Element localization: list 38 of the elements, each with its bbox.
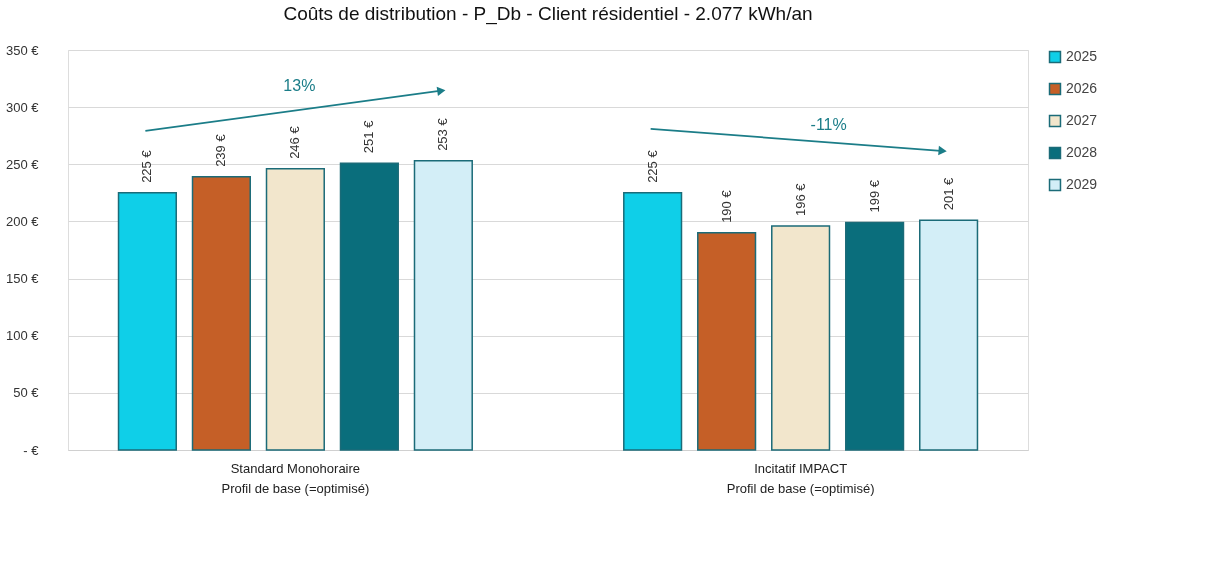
data-label: 246 € [287,125,303,159]
data-label: 225 € [139,149,155,183]
y-tick-label: 350 € [5,42,40,58]
x-tick-label: Standard Monohoraire Profil de base (=optimisé) [221,460,370,496]
data-label: 239 € [213,133,229,167]
data-label: 196 € [792,182,808,216]
bar [265,168,325,451]
bar [845,221,905,451]
y-tick-label: - € [23,442,40,458]
x-tick-label: Incitatif IMPACT Profil de base (=optimisé) [726,460,875,496]
y-tick-label: 100 € [5,328,40,344]
y-tick-label: 200 € [5,213,40,229]
legend-label: 2026 [1066,80,1098,96]
bar [413,160,473,451]
y-tick-label: 250 € [5,156,40,172]
bar [191,176,251,451]
y-tick-label: 150 € [5,271,40,287]
bar [623,192,683,451]
legend-label: 2027 [1066,112,1098,128]
y-tick-label: 50 € [13,385,40,401]
bar [697,232,757,451]
data-label: 190 € [718,189,734,223]
legend-label: 2028 [1066,144,1098,160]
data-label: 251 € [361,119,377,154]
annotation: -11% [810,115,847,133]
y-tick-label: 300 € [5,99,40,115]
bar [339,162,399,451]
data-label: 253 € [435,117,451,151]
annotation: 13% [283,76,316,94]
bar [919,219,979,451]
data-label: 201 € [940,176,956,211]
chart-title: Coûts de distribution - P_Db - Client résidentiel - 2.077 kWh/an [283,3,813,25]
bar [117,192,177,451]
data-label: 199 € [866,179,882,213]
legend-label: 2025 [1066,48,1098,64]
data-label: 225 € [644,149,660,183]
legend-label: 2029 [1066,176,1098,192]
bar [771,225,831,451]
